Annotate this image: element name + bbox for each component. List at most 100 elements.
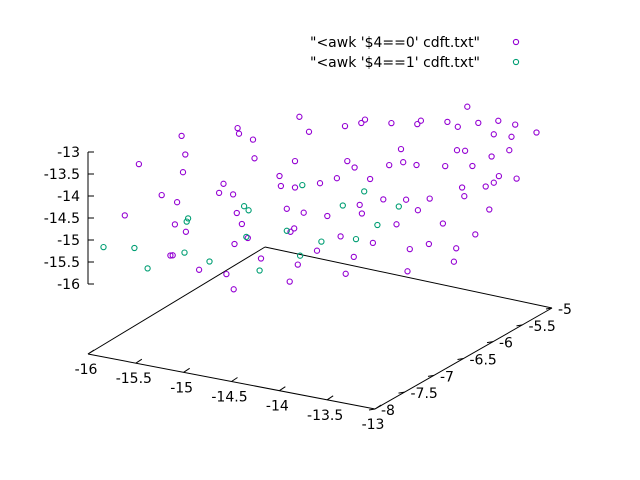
data-point-series-0: [291, 184, 299, 191]
data-point-series-0: [453, 245, 460, 252]
y-tick: [545, 307, 553, 310]
legend-entry-label: "<awk '$4==0' cdft.txt": [310, 35, 480, 51]
data-point-series-0: [413, 161, 420, 169]
data-point-series-0: [512, 121, 519, 128]
x-tick-label: -16: [75, 362, 98, 378]
y-tick: [486, 341, 494, 344]
data-point-series-0: [350, 253, 357, 261]
data-point-series-0: [417, 117, 425, 124]
data-point-series-0: [393, 221, 400, 228]
x-tick: [279, 386, 286, 392]
data-point-series-1: [318, 238, 325, 245]
data-point-series-1: [361, 188, 368, 195]
z-tick-label: -13.5: [44, 167, 80, 183]
y-tick-label: -8: [381, 403, 395, 419]
data-point-series-1: [299, 181, 306, 189]
data-point-series-0: [358, 119, 365, 127]
data-point-series-1: [131, 244, 138, 252]
data-point-series-0: [257, 255, 265, 262]
data-point-series-1: [144, 265, 151, 272]
data-point-series-0: [366, 175, 374, 183]
floor-far-edge: [264, 246, 553, 309]
data-point-series-0: [469, 162, 476, 170]
data-point-series-0: [508, 133, 515, 140]
data-point-series-0: [121, 212, 128, 219]
data-point-series-1: [245, 207, 252, 214]
data-point-series-0: [167, 252, 174, 259]
data-point-series-0: [475, 119, 482, 127]
data-point-series-0: [406, 245, 413, 253]
data-point-series-0: [386, 161, 393, 169]
data-point-series-0: [400, 159, 407, 166]
y-tick-label: -6.5: [470, 353, 497, 369]
data-point-series-0: [453, 147, 461, 154]
data-point-series-0: [182, 151, 189, 158]
data-point-series-0: [251, 155, 258, 162]
data-point-series-0: [439, 220, 447, 227]
data-point-series-0: [244, 234, 251, 242]
x-tick: [183, 367, 190, 373]
data-point-series-0: [276, 172, 283, 180]
data-point-series-0: [495, 172, 503, 180]
data-point-series-0: [300, 209, 307, 216]
data-point-series-0: [179, 169, 187, 176]
z-tick-label: -14.5: [44, 211, 80, 227]
data-point-series-1: [183, 218, 190, 225]
data-point-series-0: [294, 261, 301, 268]
legend: "<awk '$4==0' cdft.txt" "<awk '$4==1' cd…: [310, 35, 520, 71]
data-point-series-0: [495, 117, 502, 124]
z-tick-label: -14: [57, 189, 80, 205]
legend-entry-label: "<awk '$4==1' cdft.txt": [310, 55, 480, 71]
x-tick-label: -15.5: [116, 371, 152, 387]
data-point-series-0: [369, 239, 377, 247]
z-tick-label: -15.5: [44, 255, 80, 271]
data-point-series-0: [296, 113, 303, 120]
data-point-series-0: [230, 286, 237, 293]
data-point-series-0: [490, 179, 497, 186]
data-point-series-0: [358, 210, 366, 217]
data-point-series-0: [277, 182, 285, 190]
data-point-series-0: [380, 196, 387, 203]
data-point-series-1: [296, 252, 304, 259]
y-tick-label: -5: [558, 302, 572, 318]
y-tick: [457, 358, 464, 360]
data-point-series-0: [173, 199, 181, 206]
y-tick: [398, 391, 405, 394]
data-point-series-0: [337, 233, 344, 240]
data-point-series-0: [342, 270, 349, 277]
data-point-series-0: [414, 207, 422, 214]
y-tick: [427, 374, 435, 377]
x-tick: [231, 377, 238, 382]
data-point-series-0: [490, 131, 497, 138]
data-point-series-0: [486, 206, 493, 213]
data-point-series-0: [283, 205, 290, 212]
data-point-series-0: [305, 128, 313, 135]
data-point-series-1: [395, 203, 402, 210]
x-tick: [326, 395, 334, 401]
data-point-series-0: [404, 268, 411, 275]
x-tick-label: -15: [170, 380, 193, 396]
data-point-series-0: [195, 266, 203, 273]
data-point-series-0: [414, 120, 421, 128]
x-tick-label: -13: [362, 417, 385, 433]
data-point-series-1: [240, 203, 248, 210]
y-tick-label: -5.5: [529, 319, 556, 335]
data-point-series-1: [283, 227, 290, 234]
data-point-series-1: [184, 215, 192, 222]
data-point-series-1: [100, 243, 107, 251]
data-point-series-0: [351, 164, 358, 171]
data-point-series-0: [513, 175, 520, 182]
data-point-series-0: [464, 103, 471, 110]
y-tick: [516, 324, 523, 327]
data-point-series-0: [238, 220, 246, 228]
data-point-series-0: [158, 191, 165, 199]
x-tick: [374, 404, 382, 410]
data-point-series-0: [324, 212, 331, 220]
data-point-series-0: [171, 221, 179, 228]
data-point-series-0: [291, 225, 298, 232]
data-point-series-0: [461, 193, 468, 200]
data-point-series-0: [286, 278, 293, 285]
data-point-series-0: [235, 130, 243, 137]
